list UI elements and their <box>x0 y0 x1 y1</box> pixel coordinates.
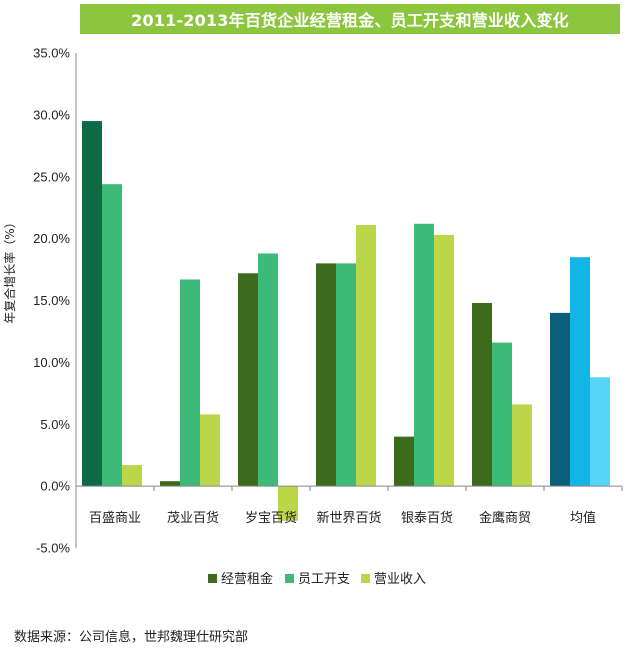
category-label: 新世界百货 <box>316 510 381 526</box>
y-tick-label: 0.0% <box>40 479 70 494</box>
legend-label: 经营租金 <box>221 571 273 587</box>
y-tick-label: 5.0% <box>40 417 70 432</box>
category-labels: 百盛商业 茂业百货 岁宝百货 新世界百货 银泰百货 金鹰商贸 均值 <box>89 510 596 526</box>
bar-营业收入-岁宝百货 <box>278 486 298 521</box>
bar-经营租金-茂业百货 <box>160 481 180 487</box>
bar-经营租金-金鹰商贸 <box>472 302 492 487</box>
bar-员工开支-茂业百货 <box>180 279 200 487</box>
legend-swatch <box>361 574 370 583</box>
bar-营业收入-均值 <box>590 377 610 487</box>
bar-营业收入-新世界百货 <box>356 225 376 487</box>
bar-营业收入-茂业百货 <box>200 414 220 487</box>
y-axis-ticks: 35.0% 30.0% 25.0% 20.0% 15.0% 10.0% 5.0% 0.0% -5… <box>33 46 70 556</box>
legend-label: 营业收入 <box>374 572 426 587</box>
y-tick-label: 10.0% <box>33 355 70 370</box>
axes <box>75 53 623 548</box>
y-axis-label: 年复合增长率（%） <box>2 216 17 323</box>
y-tick-label: 25.0% <box>33 169 70 184</box>
bar-经营租金-新世界百货 <box>316 263 336 487</box>
category-label: 金鹰商贸 <box>479 510 531 526</box>
bar-经营租金-银泰百货 <box>394 436 414 487</box>
y-tick-label: 15.0% <box>33 293 70 308</box>
bar-经营租金-岁宝百货 <box>238 273 258 487</box>
category-label: 均值 <box>570 510 596 526</box>
category-label: 百盛商业 <box>89 511 141 526</box>
y-tick-label: 30.0% <box>33 107 70 122</box>
legend-swatch <box>285 574 294 583</box>
bar-员工开支-金鹰商贸 <box>492 342 512 487</box>
chart-title: 2011-2013年百货企业经营租金、员工开支和营业收入变化 <box>80 4 620 34</box>
bar-员工开支-百盛商业 <box>102 184 122 487</box>
legend-swatch <box>208 574 217 583</box>
bar-员工开支-岁宝百货 <box>258 253 278 487</box>
y-tick-label: 20.0% <box>33 231 70 246</box>
bar-员工开支-新世界百货 <box>336 263 356 487</box>
y-axis-label-group: 年复合增长率（%） <box>2 216 17 323</box>
bar-经营租金-百盛商业 <box>82 121 102 487</box>
bar-chart: 年复合增长率（%） 35.0% 30.0% 25.0% 20.0% 15.0% 10.0%… <box>2 46 623 587</box>
bar-营业收入-金鹰商贸 <box>512 404 532 487</box>
category-label: 岁宝百货 <box>245 510 297 526</box>
data-source-note: 数据来源：公司信息，世邦魏理仕研究部 <box>14 630 249 645</box>
bar-营业收入-百盛商业 <box>122 465 142 487</box>
category-label: 银泰百货 <box>401 510 453 526</box>
y-tick-label: 35.0% <box>33 46 70 61</box>
bar-员工开支-均值 <box>570 257 590 487</box>
bar-经营租金-均值 <box>550 312 570 487</box>
bar-员工开支-银泰百货 <box>414 223 434 487</box>
bars <box>82 121 610 521</box>
legend-label: 员工开支 <box>298 572 350 587</box>
category-label: 茂业百货 <box>167 510 219 526</box>
legend: 经营租金 员工开支 营业收入 <box>208 571 426 587</box>
bar-营业收入-银泰百货 <box>434 234 454 487</box>
y-tick-label: -5.0% <box>36 541 70 556</box>
